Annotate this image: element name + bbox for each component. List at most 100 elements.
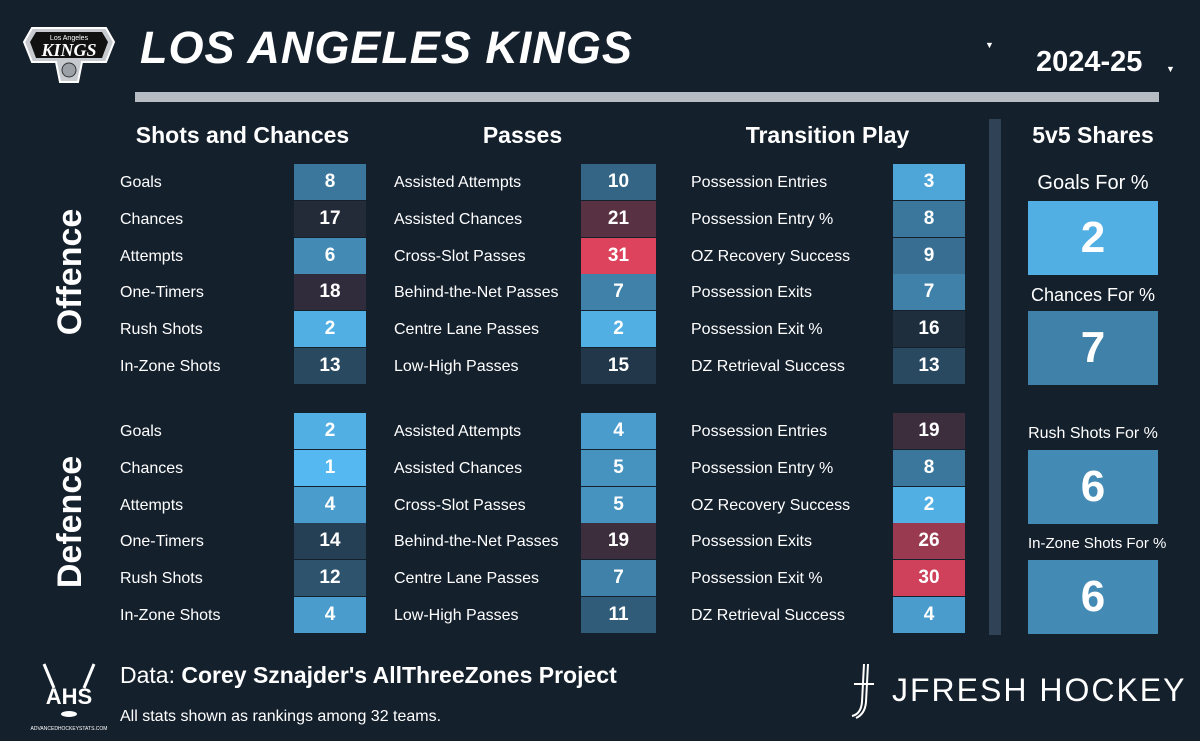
offence-passes-rank: 10	[581, 164, 656, 200]
offence-shots-label: Goals	[120, 174, 162, 191]
defence-passes-rank: 5	[581, 486, 656, 523]
defence-transition-rank: 26	[893, 523, 965, 560]
offence-shots-rank: 17	[294, 200, 366, 237]
share-title: Chances For %	[1030, 285, 1156, 305]
defence-passes-label: Assisted Chances	[394, 459, 523, 477]
team-dropdown-caret[interactable]: ▼	[985, 40, 994, 50]
offence-passes-rank: 21	[581, 200, 656, 237]
defence-shots-label: Chances	[120, 459, 184, 477]
data-source: Data: Corey Sznajder's AllThreeZones Pro…	[120, 662, 617, 688]
offence-passes-label: Low-High Passes	[394, 358, 519, 375]
offence-transition-label: OZ Recovery Success	[691, 247, 851, 265]
offence-passes-label: Cross-Slot Passes	[394, 247, 526, 265]
shares-divider	[989, 119, 1001, 635]
defence-transition-rank: 4	[893, 597, 965, 633]
defence-shots-label: Attempts	[120, 496, 184, 514]
defence-transition-rank: 19	[893, 413, 965, 449]
offence-shots-label: One-Timers	[120, 284, 204, 302]
defence-shots-rank: 4	[294, 486, 366, 523]
share-title: Goals For %	[1037, 172, 1149, 194]
offence-transition-label: Possession Exits	[691, 284, 812, 302]
share-rank: 2	[1028, 201, 1158, 275]
rankings-note: All stats shown as rankings among 32 tea…	[120, 708, 442, 725]
svg-text:ADVANCEDHOCKEYSTATS.COM: ADVANCEDHOCKEYSTATS.COM	[31, 726, 108, 732]
defence-passes-rank: 11	[581, 597, 656, 633]
offence-passes-rank: 31	[581, 237, 656, 274]
offence-shots-rank: 13	[294, 348, 366, 384]
offence-transition-rank: 8	[893, 200, 965, 237]
defence-passes-rank: 19	[581, 523, 656, 560]
defence-shots-rank: 1	[294, 449, 366, 486]
side-label-defence: Defence	[51, 455, 89, 589]
offence-shots-rank: 8	[294, 164, 366, 200]
defence-shots-label: Goals	[120, 423, 162, 440]
defence-passes-rank: 4	[581, 413, 656, 449]
defence-transition-rank: 2	[893, 486, 965, 523]
share-rank: 6	[1028, 560, 1158, 634]
season-dropdown-caret[interactable]: ▼	[1166, 64, 1175, 74]
column-header-passes: Passes	[482, 122, 563, 148]
offence-passes-label: Assisted Attempts	[394, 174, 522, 191]
defence-shots-rank: 12	[294, 560, 366, 597]
offence-transition-rank: 3	[893, 164, 965, 200]
ahs-logo: AHS ADVANCEDHOCKEYSTATS.COM	[31, 663, 108, 732]
svg-text:AHS: AHS	[46, 684, 92, 709]
defence-passes-label: Behind-the-Net Passes	[394, 533, 559, 551]
defence-passes-label: Low-High Passes	[394, 607, 519, 624]
share-rank: 6	[1028, 450, 1158, 524]
svg-text:Los Angeles: Los Angeles	[50, 35, 89, 42]
offence-passes-label: Behind-the-Net Passes	[394, 284, 559, 302]
offence-transition-rank: 13	[893, 348, 965, 384]
defence-shots-label: One-Timers	[120, 533, 204, 551]
defence-transition-rank: 30	[893, 560, 965, 597]
defence-shots-label: In-Zone Shots	[120, 607, 221, 624]
defence-shots-label: Rush Shots	[120, 570, 203, 588]
offence-passes-rank: 2	[581, 311, 656, 348]
offence-shots-label: Rush Shots	[120, 321, 203, 339]
offence-passes-rank: 15	[581, 348, 656, 384]
defence-passes-label: Centre Lane Passes	[394, 570, 539, 588]
defence-shots-rank: 2	[294, 413, 366, 449]
offence-transition-label: Possession Entries	[691, 174, 828, 191]
column-header-transition: Transition Play	[745, 122, 910, 148]
jfresh-brand: JFRESH HOCKEY	[892, 672, 1187, 708]
offence-shots-label: Chances	[120, 210, 184, 228]
offence-passes-label: Assisted Chances	[394, 210, 523, 228]
column-header-shares: 5v5 Shares	[1032, 122, 1154, 148]
offence-transition-label: DZ Retrieval Success	[691, 358, 845, 375]
share-rank: 7	[1028, 311, 1158, 385]
defence-transition-label: OZ Recovery Success	[691, 496, 851, 514]
column-header-shots: Shots and Chances	[135, 122, 350, 148]
offence-shots-label: In-Zone Shots	[120, 358, 221, 375]
defence-shots-rank: 4	[294, 597, 366, 633]
team-title: LOS ANGELES KINGS	[140, 22, 633, 73]
defence-passes-rank: 7	[581, 560, 656, 597]
defence-transition-label: Possession Entry %	[691, 459, 834, 477]
offence-passes-label: Centre Lane Passes	[394, 321, 539, 339]
jfresh-stick-icon	[851, 663, 874, 719]
header-divider	[135, 92, 1159, 102]
offence-transition-label: Possession Exit %	[691, 321, 823, 339]
offence-shots-label: Attempts	[120, 247, 184, 265]
svg-text:KINGS: KINGS	[40, 40, 96, 60]
offence-passes-rank: 7	[581, 274, 656, 311]
defence-transition-label: Possession Exit %	[691, 570, 823, 588]
season-selector[interactable]: 2024-25	[1036, 46, 1143, 78]
defence-shots-rank: 14	[294, 523, 366, 560]
defence-passes-rank: 5	[581, 449, 656, 486]
defence-passes-label: Cross-Slot Passes	[394, 496, 526, 514]
offence-shots-rank: 18	[294, 274, 366, 311]
kings-logo: Los Angeles KINGS	[22, 27, 116, 83]
offence-shots-rank: 2	[294, 311, 366, 348]
offence-transition-rank: 16	[893, 311, 965, 348]
offence-transition-rank: 9	[893, 237, 965, 274]
side-label-offence: Offence	[51, 208, 89, 336]
defence-transition-label: DZ Retrieval Success	[691, 607, 845, 624]
defence-transition-label: Possession Exits	[691, 533, 812, 551]
defence-transition-rank: 8	[893, 449, 965, 486]
share-title: In-Zone Shots For %	[1028, 535, 1167, 552]
offence-transition-label: Possession Entry %	[691, 210, 834, 228]
offence-transition-rank: 7	[893, 274, 965, 311]
defence-transition-label: Possession Entries	[691, 423, 828, 440]
offence-shots-rank: 6	[294, 237, 366, 274]
